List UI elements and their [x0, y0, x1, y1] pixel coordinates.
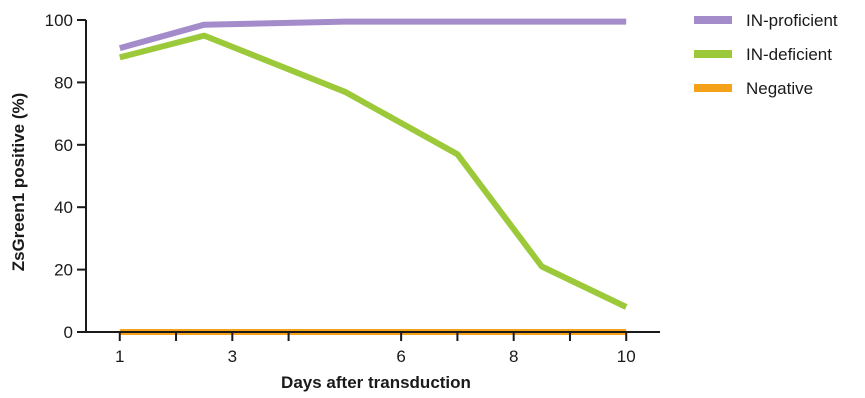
legend: IN-proficient IN-deficient Negative [694, 11, 838, 98]
y-axis-title: ZsGreen1 positive (%) [9, 93, 28, 272]
x-tick-label: 3 [228, 347, 237, 366]
y-tick-label: 40 [54, 198, 73, 217]
y-tick-label: 100 [45, 11, 73, 30]
axes [85, 20, 660, 333]
legend-swatch-in-deficient [694, 50, 732, 58]
x-tick-label: 1 [115, 347, 124, 366]
legend-label-in-deficient: IN-deficient [746, 45, 832, 64]
legend-label-negative: Negative [746, 79, 813, 98]
x-ticks: 1 3 6 8 10 [115, 332, 636, 366]
legend-swatch-negative [694, 84, 732, 92]
y-ticks: 0 20 40 60 80 100 [45, 11, 86, 342]
plot-lines [118, 18, 628, 335]
x-tick-label: 10 [617, 347, 636, 366]
x-tick-label: 8 [509, 347, 518, 366]
x-tick-label: 6 [396, 347, 405, 366]
series-line-in-proficient [118, 18, 627, 51]
series-line-in-deficient [119, 32, 628, 310]
y-tick-label: 80 [54, 73, 73, 92]
legend-label-in-proficient: IN-proficient [746, 11, 838, 30]
y-tick-label: 20 [54, 261, 73, 280]
y-tick-label: 0 [64, 323, 73, 342]
y-tick-label: 60 [54, 136, 73, 155]
legend-swatch-in-proficient [694, 16, 732, 24]
x-axis-title: Days after transduction [281, 373, 471, 392]
